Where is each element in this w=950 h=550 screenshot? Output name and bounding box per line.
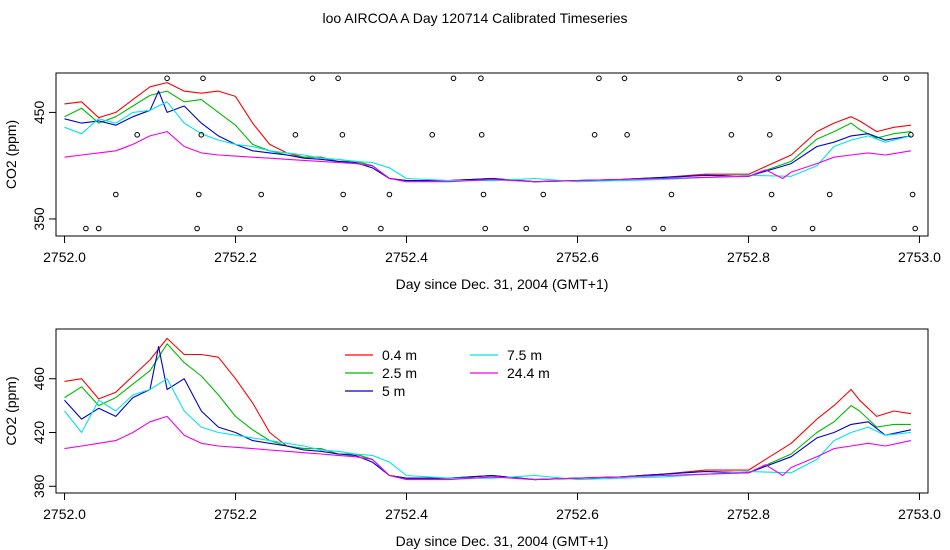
marker-point bbox=[809, 225, 816, 232]
legend-label: 2.5 m bbox=[382, 365, 417, 381]
legend-label: 0.4 m bbox=[382, 347, 417, 363]
y-tick-label: 450 bbox=[31, 101, 47, 125]
marker-point bbox=[134, 132, 140, 138]
x-tick-label: 2753.0 bbox=[898, 249, 941, 265]
marker-point bbox=[591, 132, 598, 138]
marker-point bbox=[198, 132, 205, 138]
x-tick-label: 2752.4 bbox=[385, 506, 428, 522]
x-tick-label: 2752.6 bbox=[556, 506, 599, 522]
marker-point bbox=[728, 132, 735, 138]
marker-point bbox=[621, 75, 628, 82]
marker-point bbox=[83, 225, 89, 232]
x-tick-label: 2752.6 bbox=[556, 249, 599, 265]
series-line-7-5-m bbox=[64, 101, 912, 183]
marker-point bbox=[164, 75, 170, 82]
marker-point bbox=[258, 191, 265, 198]
x-axis-label: Day since Dec. 31, 2004 (GMT+1) bbox=[396, 276, 609, 292]
marker-point bbox=[775, 75, 782, 82]
legend-label: 5 m bbox=[382, 383, 405, 399]
marker-point bbox=[624, 132, 630, 138]
chart-title: loo AIRCOA A Day 120714 Calibrated Times… bbox=[322, 10, 628, 26]
marker-point bbox=[292, 132, 299, 138]
marker-point bbox=[429, 132, 436, 138]
series-line-24-4-m bbox=[64, 415, 912, 481]
marker-point bbox=[668, 191, 675, 198]
marker-point bbox=[767, 132, 773, 138]
marker-point bbox=[908, 132, 914, 138]
marker-point bbox=[196, 191, 202, 198]
y-tick-label: 350 bbox=[31, 207, 47, 231]
series-line-0-4-m bbox=[64, 82, 911, 183]
marker-point bbox=[335, 75, 341, 82]
x-axis-label: Day since Dec. 31, 2004 (GMT+1) bbox=[396, 533, 609, 549]
plot-frame-2 bbox=[55, 328, 929, 494]
x-tick-label: 2752.8 bbox=[727, 506, 770, 522]
marker-point bbox=[309, 75, 316, 82]
marker-point bbox=[95, 225, 102, 232]
marker-point bbox=[200, 75, 206, 82]
marker-point bbox=[626, 225, 632, 232]
y-tick-label: 460 bbox=[31, 367, 47, 391]
x-tick-label: 2753.0 bbox=[898, 506, 941, 522]
series-line-24-4-m bbox=[64, 131, 911, 183]
x-tick-label: 2752.4 bbox=[385, 249, 428, 265]
x-tick-label: 2752.2 bbox=[214, 506, 257, 522]
marker-point bbox=[523, 225, 530, 232]
marker-point bbox=[826, 191, 833, 198]
marker-point bbox=[386, 191, 393, 198]
marker-point bbox=[194, 225, 200, 232]
marker-point bbox=[903, 75, 910, 82]
legend-label: 24.4 m bbox=[507, 365, 550, 381]
marker-point bbox=[378, 225, 384, 232]
marker-point bbox=[478, 75, 484, 82]
y-axis-label: CO2 (ppm) bbox=[3, 120, 19, 189]
x-tick-label: 2752.0 bbox=[43, 249, 86, 265]
x-tick-label: 2752.8 bbox=[727, 249, 770, 265]
marker-point bbox=[480, 191, 487, 198]
series-line-5-m bbox=[64, 345, 912, 481]
marker-point bbox=[660, 225, 666, 232]
marker-point bbox=[882, 75, 889, 82]
y-tick-label: 420 bbox=[31, 421, 47, 445]
marker-point bbox=[340, 191, 347, 198]
x-tick-label: 2752.2 bbox=[214, 249, 257, 265]
series-line-7-5-m bbox=[64, 378, 911, 481]
y-axis-label: CO2 (ppm) bbox=[3, 376, 19, 445]
marker-point bbox=[478, 132, 485, 138]
series-line-2-5-m bbox=[64, 90, 911, 183]
marker-point bbox=[342, 225, 348, 232]
marker-point bbox=[596, 75, 602, 82]
marker-point bbox=[113, 191, 119, 198]
marker-point bbox=[912, 225, 919, 232]
series-line-5-m bbox=[64, 90, 911, 183]
marker-point bbox=[771, 225, 777, 232]
marker-point bbox=[540, 191, 547, 198]
y-tick-label: 380 bbox=[31, 474, 47, 498]
plot-frame-1 bbox=[55, 72, 929, 237]
legend-label: 7.5 m bbox=[507, 347, 542, 363]
marker-point bbox=[450, 75, 457, 82]
marker-point bbox=[768, 191, 775, 198]
marker-point bbox=[482, 225, 489, 232]
marker-point bbox=[237, 225, 243, 232]
x-tick-label: 2752.0 bbox=[43, 506, 86, 522]
marker-point bbox=[339, 132, 346, 138]
marker-point bbox=[737, 75, 743, 82]
marker-point bbox=[909, 191, 916, 198]
series-line-0-4-m bbox=[64, 337, 911, 481]
